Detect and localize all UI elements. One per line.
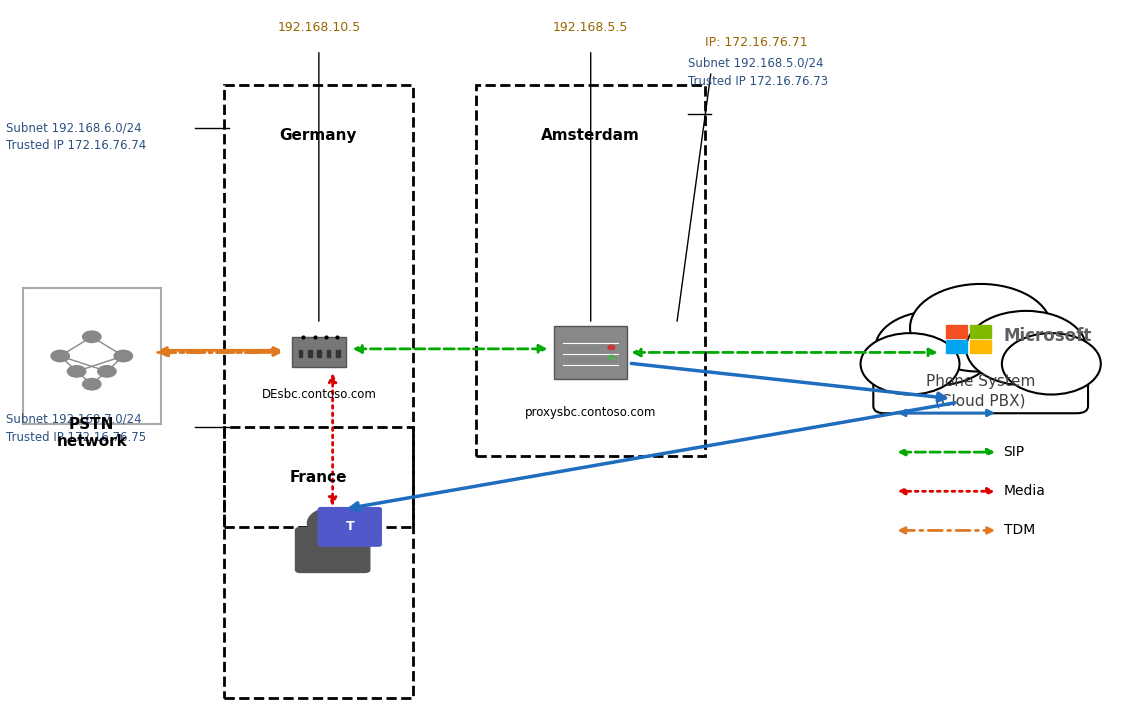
Text: Subnet 192.168.6.0/24
Trusted IP 172.16.76.74: Subnet 192.168.6.0/24 Trusted IP 172.16.… — [6, 121, 146, 152]
Text: 192.168.10.5: 192.168.10.5 — [278, 21, 360, 34]
Text: Media: Media — [1004, 484, 1046, 498]
FancyBboxPatch shape — [318, 507, 382, 547]
Circle shape — [910, 284, 1052, 372]
Bar — [946, 340, 967, 353]
Text: 192.168.5.5: 192.168.5.5 — [553, 21, 629, 34]
Text: proxysbc.contoso.com: proxysbc.contoso.com — [525, 406, 656, 419]
Text: DEsbc.contoso.com: DEsbc.contoso.com — [262, 388, 376, 401]
Text: PSTN
network: PSTN network — [56, 417, 127, 449]
Circle shape — [307, 508, 358, 539]
Circle shape — [83, 379, 101, 390]
Text: T: T — [345, 520, 354, 533]
Text: Subnet 192.168.7.0/24
Trusted IP 172.16.76.75: Subnet 192.168.7.0/24 Trusted IP 172.16.… — [6, 413, 146, 444]
FancyBboxPatch shape — [295, 527, 370, 573]
Text: Microsoft: Microsoft — [1004, 327, 1092, 345]
Circle shape — [68, 366, 86, 377]
Text: TDM: TDM — [1004, 523, 1035, 538]
Text: France: France — [289, 470, 348, 485]
Bar — [946, 325, 967, 338]
Circle shape — [97, 366, 116, 377]
FancyBboxPatch shape — [291, 337, 346, 367]
Circle shape — [83, 331, 101, 342]
Circle shape — [608, 355, 615, 360]
Text: IP: 172.16.76.71: IP: 172.16.76.71 — [705, 36, 807, 48]
Circle shape — [52, 350, 70, 362]
Text: Phone System
(Cloud PBX): Phone System (Cloud PBX) — [926, 374, 1036, 409]
Circle shape — [875, 311, 996, 385]
Circle shape — [608, 345, 615, 350]
FancyBboxPatch shape — [23, 288, 161, 424]
Circle shape — [114, 350, 133, 362]
FancyBboxPatch shape — [873, 344, 1089, 413]
Text: SIP: SIP — [1004, 445, 1024, 459]
Bar — [970, 325, 991, 338]
Bar — [336, 350, 340, 357]
Text: Amsterdam: Amsterdam — [541, 128, 640, 143]
FancyBboxPatch shape — [554, 326, 627, 379]
Text: Germany: Germany — [280, 128, 357, 143]
Bar — [327, 350, 330, 357]
Text: Subnet 192.168.5.0/24
Trusted IP 172.16.76.73: Subnet 192.168.5.0/24 Trusted IP 172.16.… — [688, 57, 828, 88]
Circle shape — [860, 333, 960, 394]
Circle shape — [1001, 333, 1101, 394]
Bar — [309, 350, 312, 357]
Bar — [298, 350, 303, 357]
Bar — [318, 350, 321, 357]
Bar — [970, 340, 991, 353]
Circle shape — [966, 311, 1086, 385]
